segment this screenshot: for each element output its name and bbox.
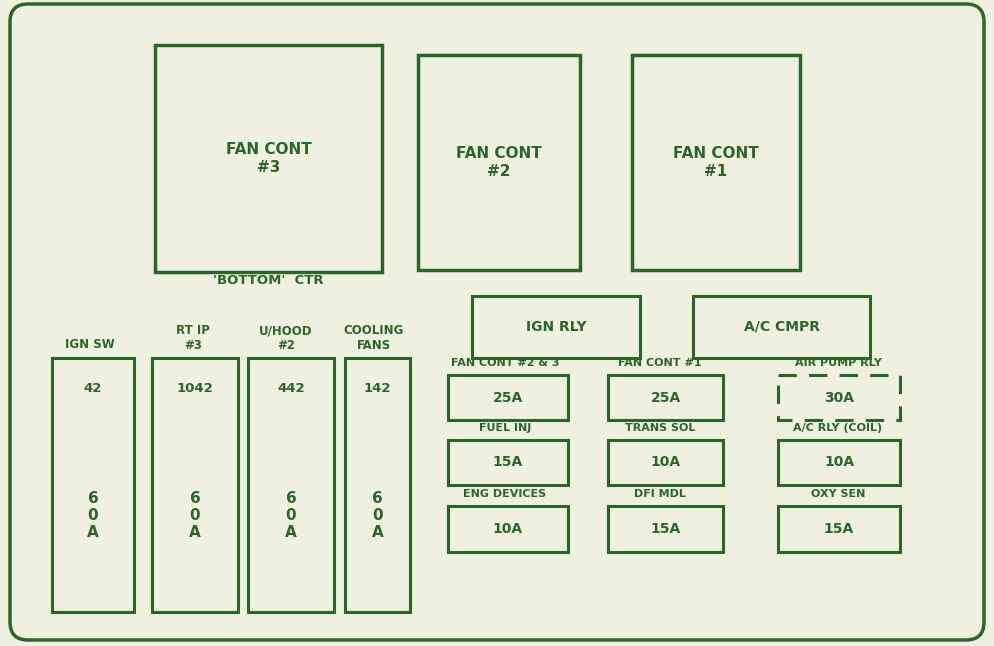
- Text: U/HOOD
#2: U/HOOD #2: [259, 324, 313, 352]
- Bar: [448, 440, 568, 485]
- Bar: [448, 375, 568, 420]
- Text: 'BOTTOM'  CTR: 'BOTTOM' CTR: [213, 273, 323, 286]
- Bar: [472, 296, 640, 358]
- Text: COOLING
FANS: COOLING FANS: [344, 324, 405, 352]
- Bar: [418, 55, 580, 270]
- Bar: [248, 358, 334, 612]
- Text: 25A: 25A: [650, 390, 681, 404]
- Text: AIR PUMP RLY: AIR PUMP RLY: [794, 358, 882, 368]
- Text: 10A: 10A: [493, 522, 523, 536]
- Text: 30A: 30A: [824, 390, 854, 404]
- Text: FAN CONT
#1: FAN CONT #1: [673, 146, 758, 179]
- Text: 442: 442: [277, 382, 305, 395]
- Text: 15A: 15A: [493, 455, 523, 470]
- Text: 1042: 1042: [177, 382, 214, 395]
- Bar: [693, 296, 870, 358]
- Text: IGN SW: IGN SW: [66, 339, 115, 351]
- Bar: [52, 358, 134, 612]
- Bar: [152, 358, 238, 612]
- Text: ENG DEVICES: ENG DEVICES: [463, 489, 547, 499]
- Text: FAN CONT
#3: FAN CONT #3: [226, 142, 311, 174]
- Text: 15A: 15A: [650, 522, 681, 536]
- Text: FUEL INJ: FUEL INJ: [479, 423, 531, 433]
- Text: DFI MDL: DFI MDL: [634, 489, 686, 499]
- Text: 42: 42: [83, 382, 102, 395]
- Text: FAN CONT
#2: FAN CONT #2: [456, 146, 542, 179]
- Bar: [608, 375, 723, 420]
- Text: 10A: 10A: [650, 455, 681, 470]
- Bar: [778, 375, 900, 420]
- Bar: [448, 506, 568, 552]
- Text: FAN CONT #2 & 3: FAN CONT #2 & 3: [450, 358, 560, 368]
- Bar: [345, 358, 410, 612]
- Text: 6
0
A: 6 0 A: [372, 490, 384, 541]
- Bar: [632, 55, 800, 270]
- Bar: [608, 440, 723, 485]
- Bar: [608, 506, 723, 552]
- Bar: [778, 506, 900, 552]
- Text: TRANS SOL: TRANS SOL: [625, 423, 695, 433]
- Text: 6
0
A: 6 0 A: [87, 490, 98, 541]
- Bar: [155, 45, 382, 272]
- Bar: [778, 440, 900, 485]
- Text: IGN RLY: IGN RLY: [526, 320, 586, 334]
- Text: 25A: 25A: [493, 390, 523, 404]
- Text: A/C RLY (COIL): A/C RLY (COIL): [793, 423, 883, 433]
- Text: 15A: 15A: [824, 522, 854, 536]
- Text: OXY SEN: OXY SEN: [811, 489, 865, 499]
- Text: A/C CMPR: A/C CMPR: [744, 320, 819, 334]
- Text: 142: 142: [364, 382, 392, 395]
- Text: RT IP
#3: RT IP #3: [176, 324, 210, 352]
- Text: FAN CONT #1: FAN CONT #1: [618, 358, 702, 368]
- Text: 10A: 10A: [824, 455, 854, 470]
- FancyBboxPatch shape: [10, 4, 984, 640]
- Text: 6
0
A: 6 0 A: [189, 490, 201, 541]
- Text: 6
0
A: 6 0 A: [285, 490, 297, 541]
